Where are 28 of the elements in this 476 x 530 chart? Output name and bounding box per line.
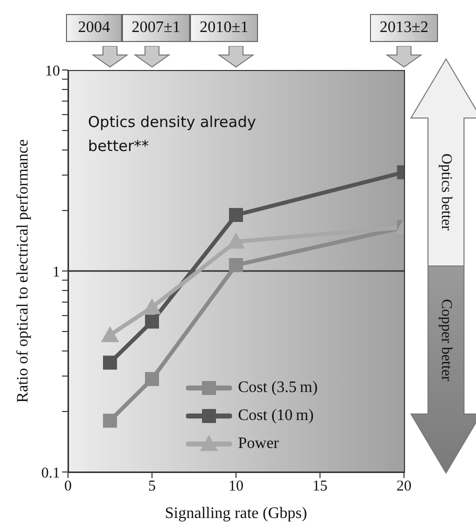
point bbox=[145, 314, 159, 329]
y-tick-label: 10 bbox=[45, 63, 60, 80]
x-tick-label: 10 bbox=[228, 478, 244, 495]
x-axis-title: Signalling rate (Gbps) bbox=[164, 505, 308, 522]
point bbox=[229, 258, 243, 272]
text: 2010±1 bbox=[190, 14, 258, 42]
legend-label: Power bbox=[238, 435, 279, 453]
x-tick-label: 15 bbox=[312, 478, 328, 495]
text: 2007±1 bbox=[122, 14, 190, 42]
y-tick-label: 0.1 bbox=[41, 465, 60, 482]
point bbox=[145, 372, 159, 386]
point bbox=[101, 326, 119, 342]
legend-label: Cost (3.5 m) bbox=[238, 379, 318, 397]
point bbox=[103, 414, 117, 428]
text: Optics better bbox=[437, 152, 455, 233]
x-tick-label: 20 bbox=[396, 478, 412, 495]
annotation: Optics density already better** bbox=[88, 112, 257, 157]
x-tick-label: 0 bbox=[64, 478, 72, 495]
y-tick-label: 1 bbox=[52, 264, 60, 280]
text: 2004 bbox=[66, 14, 122, 42]
legend-label: Cost (10 m) bbox=[238, 407, 314, 425]
y-axis-title: Ratio of optical to electrical performance bbox=[14, 139, 32, 403]
point bbox=[229, 208, 243, 222]
text: Copper better bbox=[437, 298, 455, 384]
point bbox=[143, 298, 161, 314]
x-tick-label: 5 bbox=[148, 478, 156, 495]
text: 2013±2 bbox=[370, 14, 438, 42]
point bbox=[103, 356, 117, 370]
